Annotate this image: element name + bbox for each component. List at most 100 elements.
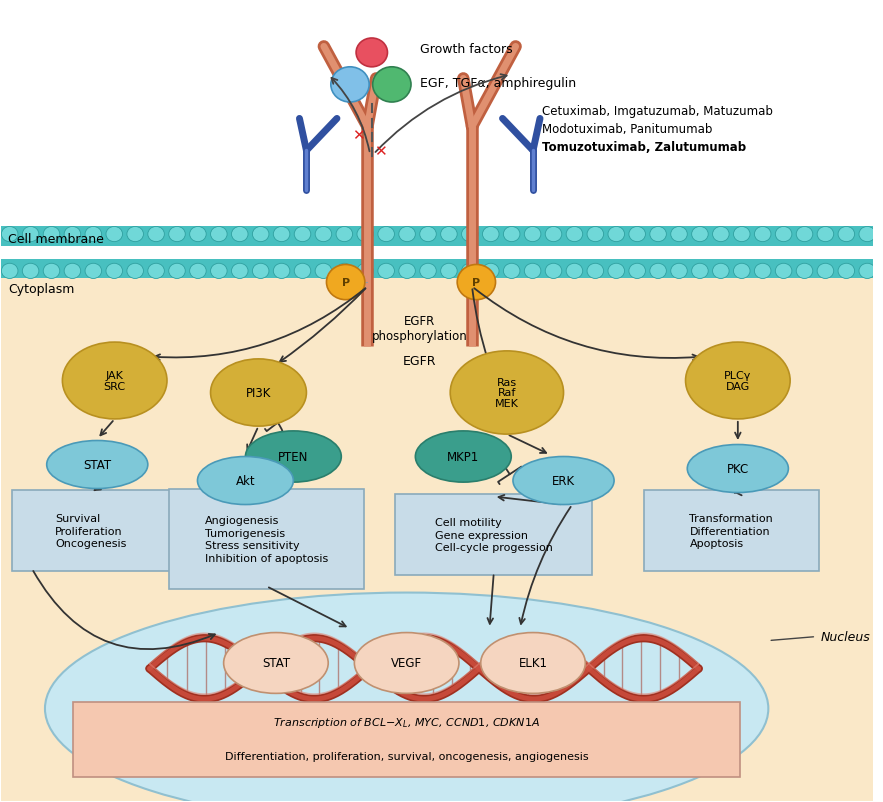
Text: Modotuximab, Panitumumab: Modotuximab, Panitumumab <box>542 123 712 136</box>
Text: JAK
SRC: JAK SRC <box>103 371 125 391</box>
Circle shape <box>106 264 123 279</box>
Text: PLCγ
DAG: PLCγ DAG <box>724 371 751 391</box>
Ellipse shape <box>45 593 768 802</box>
Circle shape <box>190 264 207 279</box>
Ellipse shape <box>223 633 328 694</box>
Circle shape <box>253 227 269 242</box>
Circle shape <box>525 264 541 279</box>
Ellipse shape <box>354 633 459 694</box>
Text: STAT: STAT <box>83 459 111 472</box>
Circle shape <box>629 264 645 279</box>
Circle shape <box>357 264 374 279</box>
Text: PKC: PKC <box>727 463 749 476</box>
Circle shape <box>713 227 729 242</box>
Circle shape <box>775 227 792 242</box>
Text: Angiogenesis
Tumorigenesis
Stress sensitivity
Inhibition of apoptosis: Angiogenesis Tumorigenesis Stress sensit… <box>205 516 328 563</box>
Text: PTEN: PTEN <box>278 451 308 464</box>
FancyBboxPatch shape <box>644 491 819 571</box>
Circle shape <box>43 227 60 242</box>
Circle shape <box>22 227 39 242</box>
Circle shape <box>691 227 708 242</box>
Ellipse shape <box>685 342 790 419</box>
Circle shape <box>713 264 729 279</box>
Circle shape <box>331 67 369 103</box>
Circle shape <box>378 227 395 242</box>
Circle shape <box>462 264 478 279</box>
Circle shape <box>373 67 411 103</box>
Circle shape <box>441 227 457 242</box>
Circle shape <box>253 264 269 279</box>
Text: ✕: ✕ <box>352 128 365 143</box>
Circle shape <box>482 227 499 242</box>
Ellipse shape <box>245 431 342 483</box>
Circle shape <box>106 227 123 242</box>
Ellipse shape <box>210 359 306 427</box>
Circle shape <box>294 227 311 242</box>
Text: Growth factors: Growth factors <box>419 43 512 56</box>
Circle shape <box>85 264 102 279</box>
Circle shape <box>127 227 143 242</box>
Circle shape <box>147 264 164 279</box>
Text: Differentiation, proliferation, survival, oncogenesis, angiogenesis: Differentiation, proliferation, survival… <box>225 751 588 761</box>
Circle shape <box>671 264 687 279</box>
Text: Tomuzotuximab, Zalutumumab: Tomuzotuximab, Zalutumumab <box>542 140 746 153</box>
Circle shape <box>545 264 562 279</box>
Circle shape <box>356 39 388 67</box>
Text: STAT: STAT <box>262 657 290 670</box>
Circle shape <box>85 227 102 242</box>
Text: P: P <box>342 277 350 288</box>
Text: Cell motility
Gene expression
Cell-cycle progession: Cell motility Gene expression Cell-cycle… <box>434 517 553 553</box>
Circle shape <box>482 264 499 279</box>
Circle shape <box>754 264 771 279</box>
Circle shape <box>399 227 415 242</box>
Circle shape <box>566 264 583 279</box>
Circle shape <box>315 264 332 279</box>
Text: EGFR
phosphorylation: EGFR phosphorylation <box>372 314 468 342</box>
Text: Transformation
Differentiation
Apoptosis: Transformation Differentiation Apoptosis <box>690 513 774 549</box>
Circle shape <box>650 227 667 242</box>
Circle shape <box>336 264 352 279</box>
Circle shape <box>210 227 227 242</box>
Circle shape <box>859 227 876 242</box>
Circle shape <box>43 264 60 279</box>
Circle shape <box>64 227 80 242</box>
Circle shape <box>525 227 541 242</box>
Circle shape <box>691 264 708 279</box>
Text: ✕: ✕ <box>374 144 387 159</box>
Text: P: P <box>472 277 480 288</box>
Text: Transcription of $BCL\mathregular{-X_L}$, $MYC$, $CCND1$, $CDKN1A$: Transcription of $BCL\mathregular{-X_L}$… <box>273 715 540 729</box>
Bar <box>2 227 873 800</box>
Circle shape <box>545 227 562 242</box>
Circle shape <box>210 264 227 279</box>
Circle shape <box>838 227 855 242</box>
Circle shape <box>315 227 332 242</box>
Text: Nucleus: Nucleus <box>820 630 871 643</box>
Text: EGFR: EGFR <box>403 355 436 368</box>
Circle shape <box>169 227 185 242</box>
Circle shape <box>754 227 771 242</box>
Text: Ras
Raf
MEK: Ras Raf MEK <box>495 377 519 409</box>
Circle shape <box>169 264 185 279</box>
Circle shape <box>817 227 834 242</box>
Circle shape <box>608 227 624 242</box>
Circle shape <box>775 264 792 279</box>
FancyBboxPatch shape <box>73 703 741 777</box>
Circle shape <box>419 227 436 242</box>
Circle shape <box>650 264 667 279</box>
Circle shape <box>796 264 812 279</box>
Circle shape <box>441 264 457 279</box>
FancyBboxPatch shape <box>396 495 592 575</box>
Circle shape <box>608 264 624 279</box>
Circle shape <box>734 227 750 242</box>
Text: Survival
Proliferation
Oncogenesis: Survival Proliferation Oncogenesis <box>55 513 126 549</box>
Ellipse shape <box>513 457 614 505</box>
Bar <box>2 247 873 260</box>
Circle shape <box>796 227 812 242</box>
Circle shape <box>274 227 290 242</box>
Text: Cell membrane: Cell membrane <box>8 233 104 245</box>
Circle shape <box>838 264 855 279</box>
Text: ELK1: ELK1 <box>518 657 547 670</box>
Text: Cytoplasm: Cytoplasm <box>8 282 75 296</box>
Ellipse shape <box>480 633 585 694</box>
Circle shape <box>327 265 365 300</box>
